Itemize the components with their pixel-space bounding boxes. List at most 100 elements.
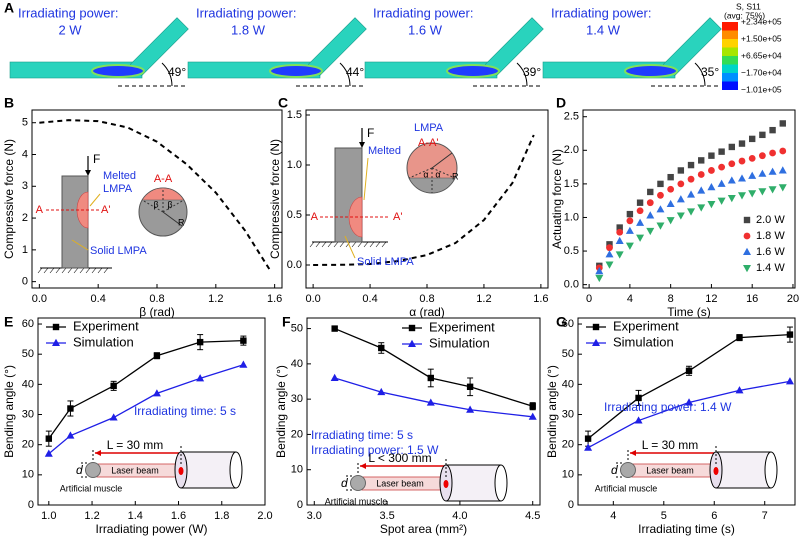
x-tick-label: 1.2 (208, 293, 223, 305)
annotation: α (435, 169, 440, 179)
data-point (625, 242, 634, 250)
ground-hatch (375, 241, 381, 248)
annotation: LMPA (414, 122, 444, 134)
y-tick-label: 2.5 (564, 111, 579, 123)
legend-label: 1.4 W (756, 262, 785, 274)
x-tick-label: 3.0 (307, 510, 322, 522)
data-point (785, 377, 794, 385)
y-tick-label: 1 (22, 244, 28, 256)
plot-frame (582, 109, 796, 289)
colorbar-title: S, S11 (736, 1, 761, 11)
annotation: d (611, 463, 618, 477)
data-point (748, 135, 756, 143)
legend-marker (743, 247, 751, 255)
data-point (44, 449, 53, 457)
annotation: A-A (154, 173, 173, 185)
data-point (636, 234, 645, 242)
y-tick-label: 10 (291, 464, 303, 476)
ground-hatch (315, 241, 321, 248)
y-tick-label: 0 (22, 276, 28, 288)
data-point (768, 186, 777, 194)
laser-spot (178, 467, 184, 475)
x-tick-label: 12 (705, 293, 717, 305)
angle-arc (161, 62, 173, 87)
ground-hatch (309, 241, 315, 248)
x-tick-label: 4.0 (452, 510, 467, 522)
data-point (240, 337, 247, 344)
legend-label: Experiment (73, 318, 139, 333)
data-point (676, 212, 685, 220)
x-tick-label: 4 (627, 293, 633, 305)
data-point (595, 274, 604, 283)
x-axis-label: β (rad) (139, 305, 175, 319)
muscle-section (350, 475, 366, 491)
angle-arc (339, 62, 351, 87)
x-axis-label: Spot area (mm²) (380, 522, 467, 536)
legend-marker (592, 338, 600, 346)
annotation: R (178, 217, 185, 227)
data-point (758, 152, 766, 160)
x-tick-label: 6 (711, 510, 717, 522)
data-point (738, 157, 746, 165)
data-point (656, 205, 665, 213)
data-point (152, 389, 161, 397)
y-tick-label: 30 (562, 408, 574, 420)
annotation: A' (101, 204, 110, 216)
cylinder-end (229, 451, 243, 489)
data-point (528, 412, 537, 420)
annotation: Irradiating time: 5 s (311, 428, 413, 442)
data-point (717, 197, 726, 205)
y-tick-label: 0.5 (287, 209, 302, 221)
x-tick-label: 1.0 (41, 510, 56, 522)
colorbar-label: −1.01e+05 (741, 84, 782, 94)
data-point (196, 374, 205, 382)
legend-marker (592, 323, 600, 331)
data-point (646, 199, 654, 207)
annotation: A (311, 211, 319, 223)
data-point (657, 191, 664, 199)
annotation: A (36, 204, 44, 216)
colorbar-band (722, 81, 738, 90)
y-tick-label: 2.0 (564, 144, 579, 156)
sketch-arrowhead (630, 450, 636, 456)
y-tick-label: 30 (291, 393, 303, 405)
y-tick-label: 50 (291, 322, 303, 334)
data-point (626, 210, 634, 218)
y-tick-label: 20 (22, 439, 34, 451)
data-point (758, 188, 767, 196)
data-point (718, 163, 726, 171)
ground-hatch (61, 267, 67, 274)
data-point (667, 185, 675, 193)
radius (431, 152, 453, 169)
data-point (239, 360, 248, 368)
angle-ray (141, 199, 164, 213)
data-point (708, 152, 715, 159)
annotation: α (423, 169, 428, 179)
ground-hatch (73, 267, 79, 274)
data-point (697, 171, 705, 178)
y-tick-label: 0.5 (564, 245, 579, 257)
data-line (39, 119, 272, 272)
data-point (778, 184, 787, 192)
colorbar-band (722, 39, 738, 48)
data-point (667, 173, 674, 181)
annotation: L < 300 mm (368, 451, 431, 465)
data-point (196, 338, 204, 346)
annotation: L = 30 mm (642, 438, 699, 452)
stress-zone (269, 64, 323, 78)
y-tick-label: 50 (562, 348, 574, 360)
legend-marker (743, 216, 751, 224)
data-point (707, 183, 716, 191)
bend-angle: 35° (701, 65, 719, 79)
data-point (676, 195, 685, 203)
x-axis-label: α (rad) (409, 305, 445, 319)
data-point (728, 160, 736, 168)
ground-hatch (321, 241, 327, 248)
data-point (466, 383, 474, 391)
data-point (647, 188, 654, 196)
data-point (153, 352, 161, 359)
data-point (378, 344, 385, 352)
data-point (635, 394, 642, 402)
condition-value: 1.8 W (231, 22, 266, 37)
ground-hatch (333, 241, 339, 248)
